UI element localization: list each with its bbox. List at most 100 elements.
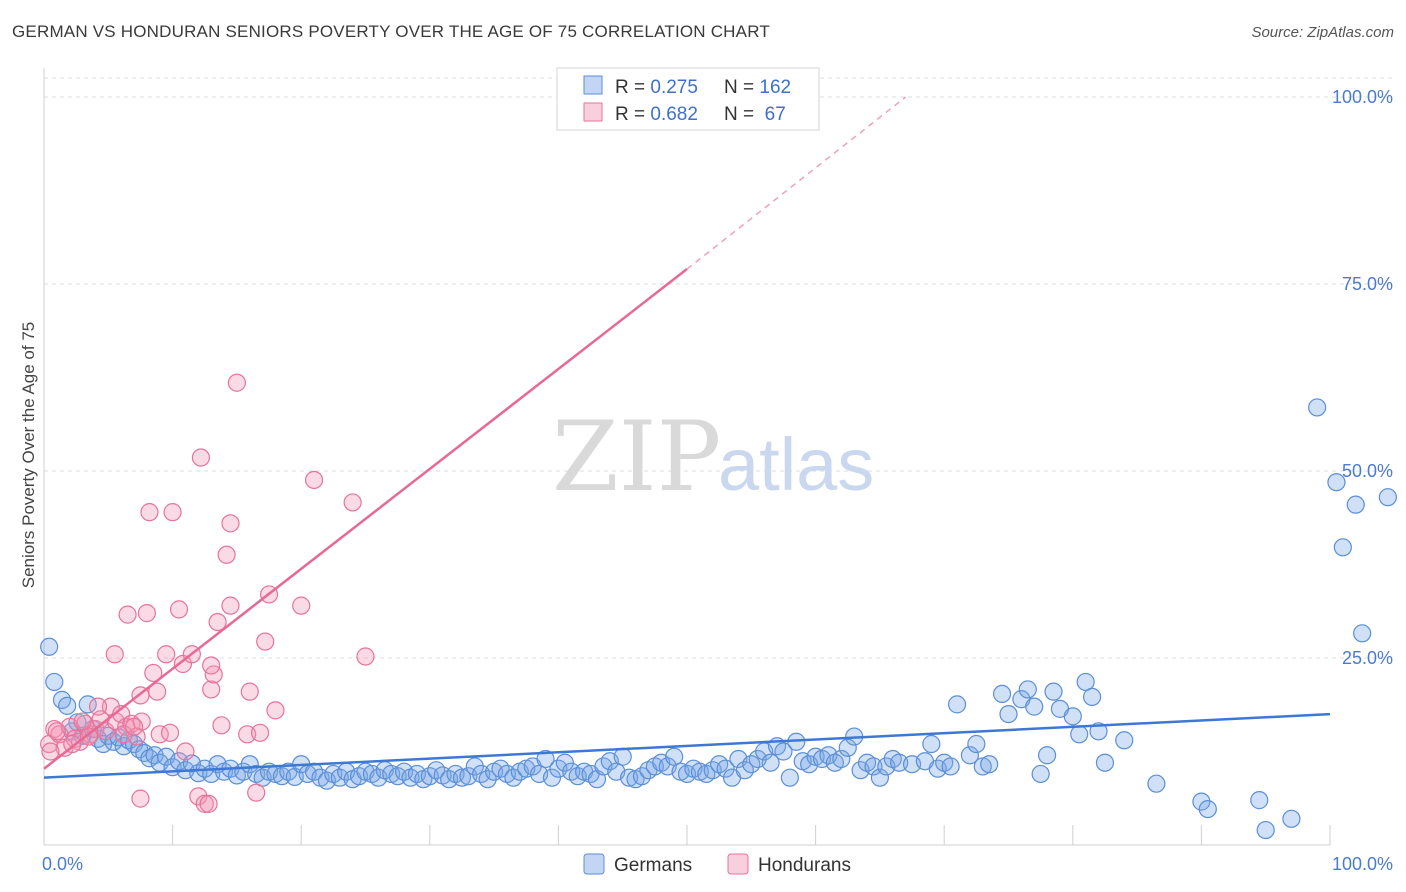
legend-r-label: R = (615, 77, 650, 98)
x-tick-label-end: 100.0% (1332, 854, 1393, 874)
german-point (960, 746, 980, 765)
legend-n-value: 67 (759, 104, 785, 125)
german-point (1378, 488, 1397, 507)
german-point (838, 738, 857, 757)
german-point (58, 696, 77, 715)
legend-n-label: N = (724, 104, 759, 125)
german-point (1031, 764, 1050, 784)
honduran-point (189, 787, 208, 806)
german-point (1346, 495, 1365, 514)
chart-title: GERMAN VS HONDURAN SENIORS POVERTY OVER … (12, 22, 770, 41)
bottom-legend-swatch-hondurans (727, 853, 749, 875)
legend-r-label: R = (615, 104, 650, 125)
honduran-point (45, 719, 64, 739)
honduran-point (41, 742, 60, 761)
german-point (40, 637, 59, 656)
german-point (832, 749, 851, 769)
honduran-point (160, 723, 180, 742)
german-point (1063, 707, 1082, 726)
axis-layer (43, 68, 1331, 846)
honduran-trend-line (43, 268, 688, 770)
german-point (45, 672, 64, 692)
honduran-point (131, 789, 150, 808)
honduran-point (124, 717, 144, 736)
german-point (1076, 672, 1095, 692)
honduran-point (217, 545, 236, 564)
german-point (536, 749, 555, 769)
honduran-point (148, 682, 167, 701)
german-point (1082, 687, 1102, 706)
honduran-point (79, 727, 99, 746)
y-axis-title: Seniors Poverty Over the Age of 75 (19, 322, 38, 588)
honduran-point (247, 783, 266, 802)
german-point (1037, 746, 1057, 765)
german-point (1327, 473, 1346, 492)
german-point (542, 768, 562, 787)
german-point (922, 734, 941, 754)
y-tick-label-75: 75.0% (1342, 274, 1393, 294)
honduran-point (195, 794, 214, 813)
german-point (980, 755, 999, 774)
watermark: ZIP atlas (552, 401, 874, 513)
honduran-point (240, 682, 259, 701)
legend-box (556, 67, 820, 131)
legend-swatch-germans (583, 75, 603, 95)
honduran-point (343, 493, 362, 512)
german-point (1115, 731, 1134, 750)
legend-n-label: N = (724, 77, 759, 98)
german-point (716, 759, 735, 778)
honduran-point (202, 656, 221, 675)
honduran-point (202, 680, 221, 699)
german-point (870, 768, 890, 787)
legend-row-hondurans: R = 0.682 N = 67 (615, 104, 786, 125)
honduran-point (304, 470, 324, 490)
watermark-atlas: atlas (718, 423, 874, 506)
german-point (1192, 792, 1211, 811)
legend-row-germans: R = 0.275 N = 162 (615, 77, 791, 98)
honduran-point (191, 448, 210, 467)
honduran-point (292, 596, 311, 615)
german-point (465, 757, 484, 776)
german-point (1095, 753, 1115, 772)
y-tick-label-50: 50.0% (1342, 461, 1393, 481)
honduran-point (137, 604, 156, 623)
german-point (1070, 725, 1089, 744)
german-point (1147, 774, 1166, 793)
german-point (967, 734, 986, 754)
german-point (941, 757, 960, 776)
bottom-legend-label-hondurans: Hondurans (758, 855, 851, 876)
honduran-point (140, 503, 159, 522)
legend-r-value: 0.682 (650, 104, 698, 125)
german-point (780, 768, 799, 787)
honduran-point (266, 701, 285, 720)
legend-swatch-hondurans (583, 102, 603, 122)
watermark-zip: ZIP (552, 401, 721, 513)
honduran-point (221, 514, 240, 533)
honduran-point (212, 716, 231, 735)
german-point (1025, 697, 1044, 716)
legend-n-value: 162 (759, 77, 791, 98)
german-point (555, 753, 574, 772)
honduran-point (63, 734, 82, 754)
honduran-point (356, 647, 375, 666)
y-tick-label-25: 25.0% (1342, 648, 1393, 668)
bottom-legend-label-germans: Germans (614, 855, 692, 876)
german-point (774, 742, 793, 761)
german-point (1353, 624, 1372, 643)
top-legend: R = 0.275 N = 162 R = 0.682 N = 67 (556, 67, 820, 131)
honduran-point (199, 794, 218, 813)
honduran-point (163, 503, 182, 522)
honduran-point (169, 600, 189, 619)
german-point (1256, 820, 1275, 840)
german-point (1198, 799, 1217, 819)
honduran-point (208, 612, 227, 632)
chart-source: Source: ZipAtlas.com (1251, 24, 1394, 41)
honduran-point (256, 632, 275, 651)
honduran-point (88, 697, 108, 716)
y-tick-label-100: 100.0% (1332, 87, 1393, 107)
german-point (1044, 682, 1063, 701)
honduran-point (47, 722, 66, 741)
german-point (1333, 538, 1352, 557)
honduran-trend-extension (686, 96, 907, 270)
